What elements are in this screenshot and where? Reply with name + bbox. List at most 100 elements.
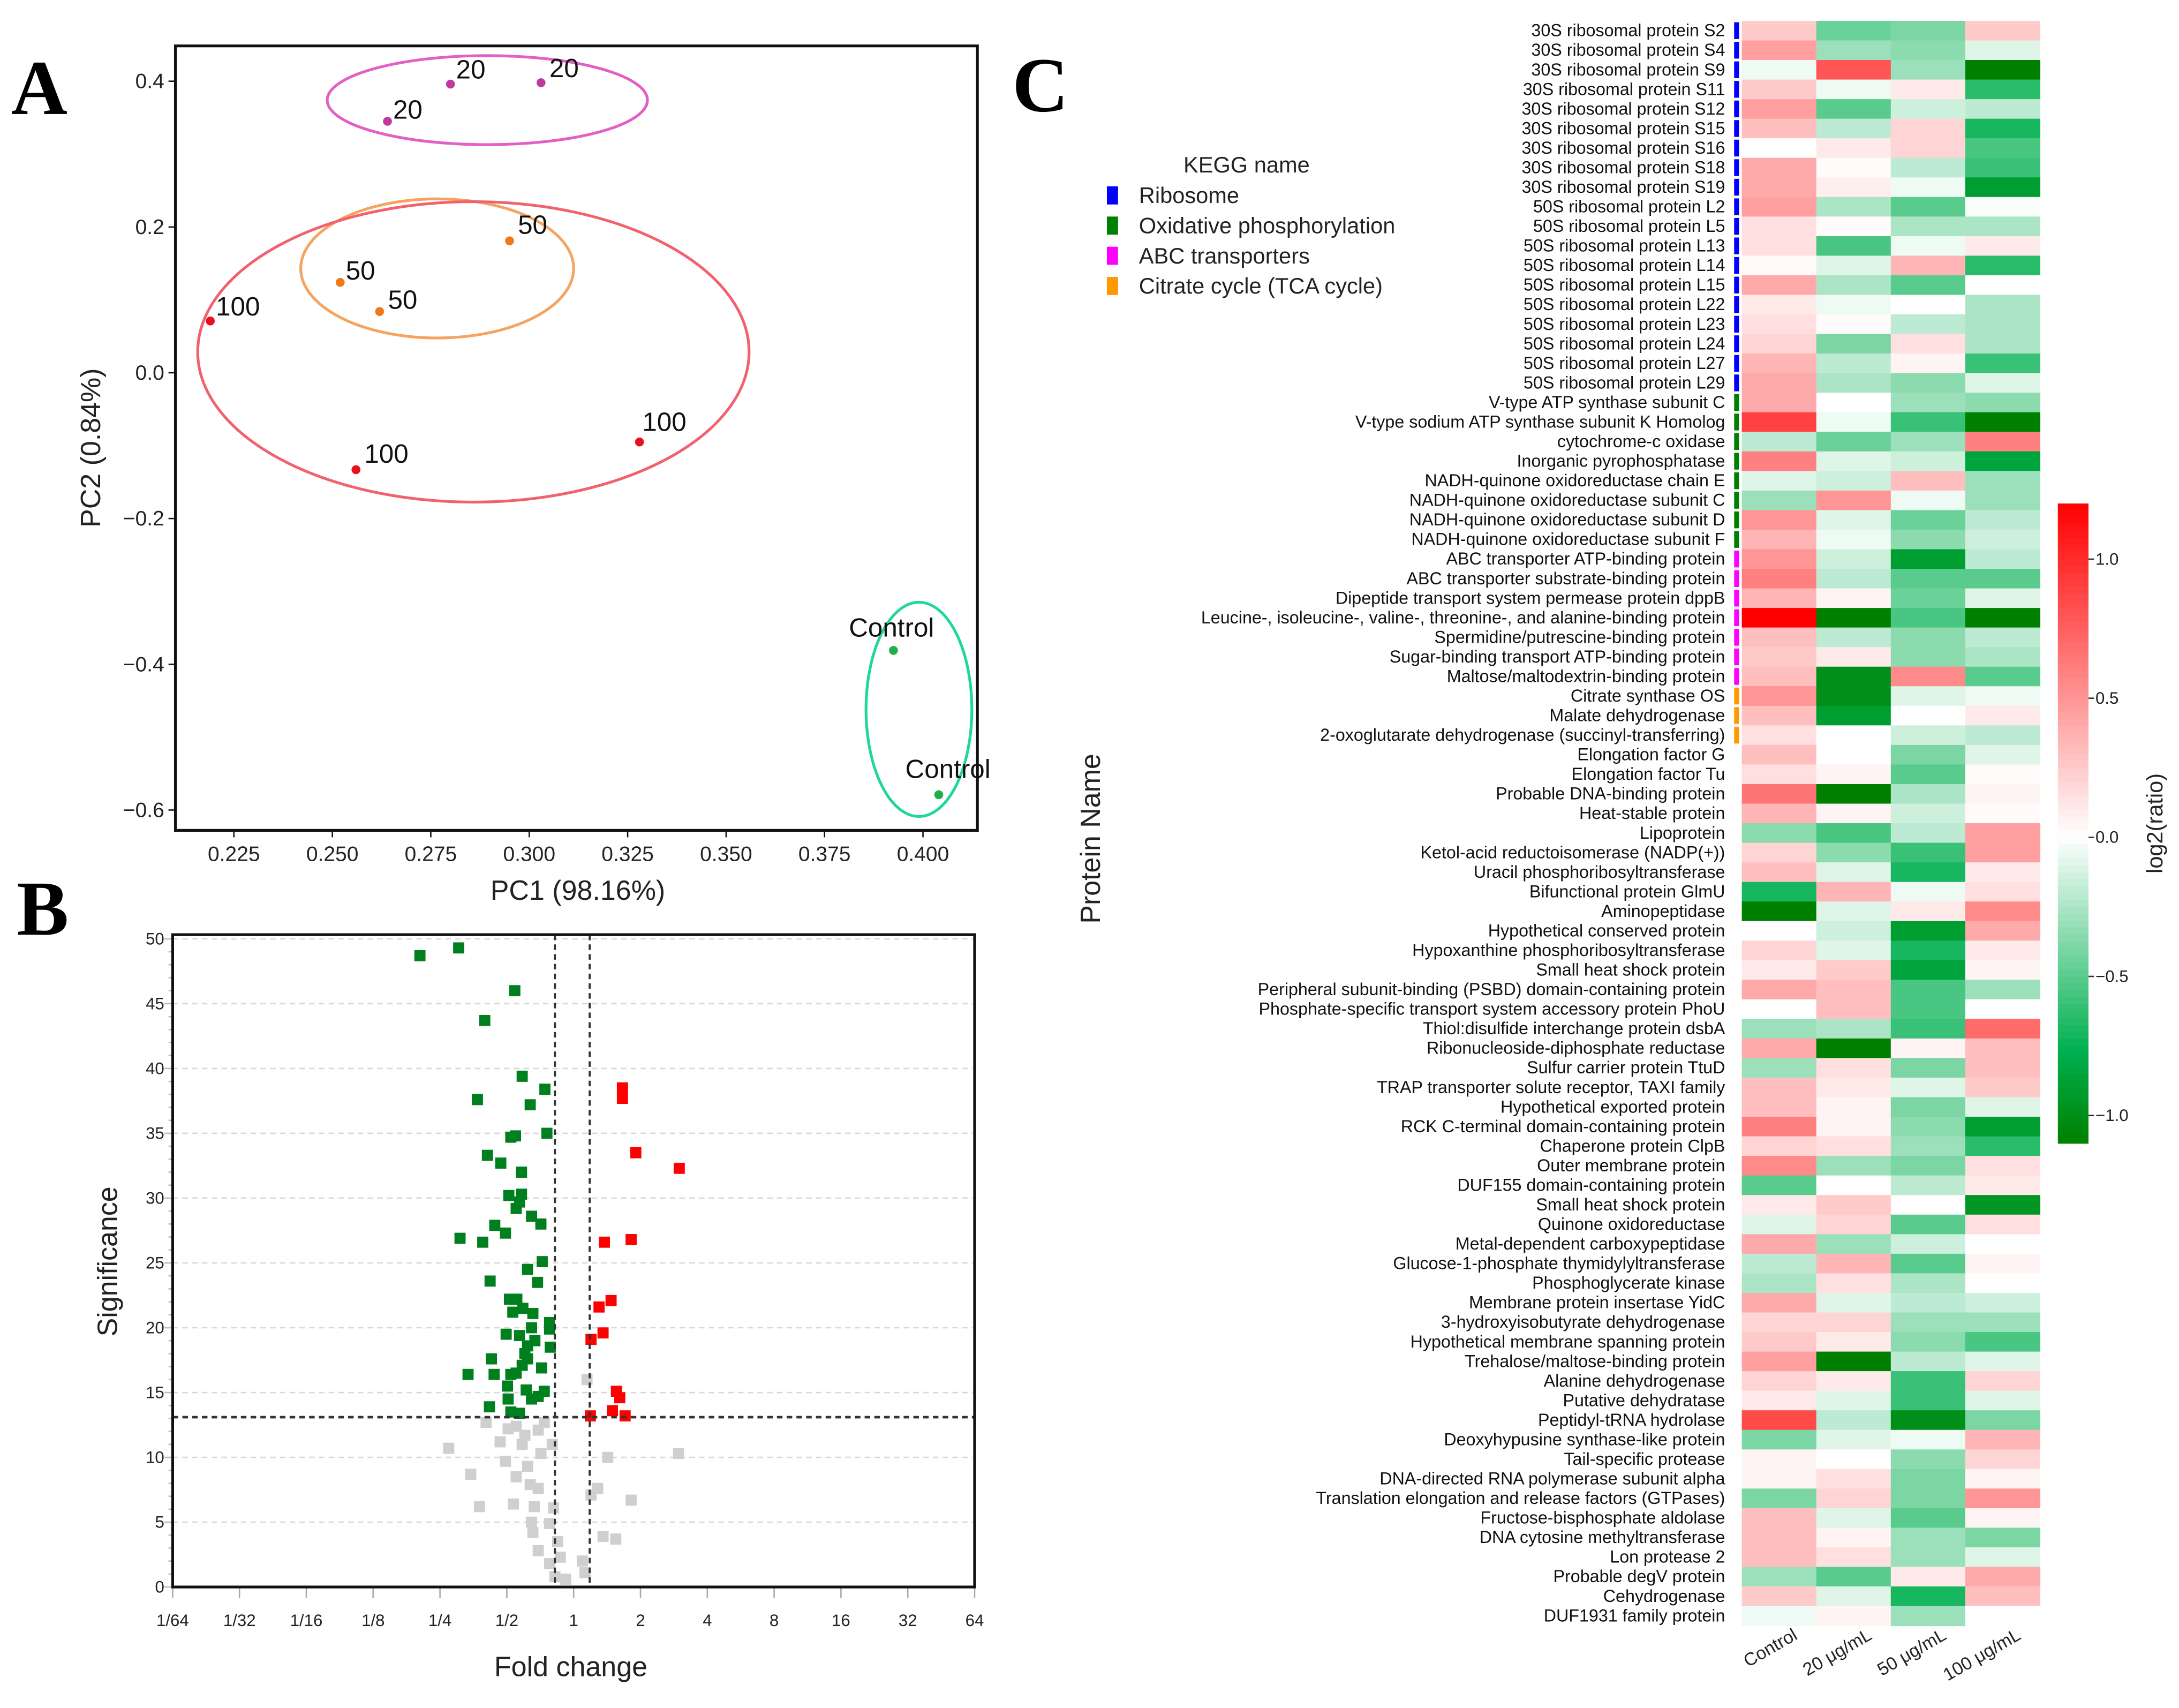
heatmap-cell — [1816, 1195, 1891, 1215]
colorbar-segment — [2057, 893, 2088, 900]
row-label: DNA cytosine methyltransferase — [1480, 1528, 1725, 1547]
heatmap-cell — [1816, 1351, 1891, 1372]
heatmap-cell — [1965, 549, 2041, 570]
heatmap-cell — [1741, 1292, 1817, 1313]
colorbar-segment — [2057, 816, 2088, 824]
heatmap-cell — [1816, 236, 1891, 257]
heatmap-cell — [1965, 842, 2041, 863]
confidence-ellipse-100 — [196, 200, 751, 504]
heatmap-cell — [1741, 627, 1817, 648]
colorbar-segment — [2057, 921, 2088, 928]
row-label: Phosphoglycerate kinase — [1532, 1273, 1725, 1292]
row-label: Phosphate-specific transport system acce… — [1259, 999, 1725, 1019]
heatmap-cell — [1890, 1410, 1966, 1431]
heatmap-cell — [1890, 1214, 1966, 1235]
heatmap-cell — [1890, 138, 1966, 159]
kegg-category-marker — [1734, 100, 1739, 118]
heatmap-cell — [1965, 1156, 2041, 1176]
heatmap-cell — [1890, 99, 1966, 119]
point-not-significant — [500, 1455, 511, 1467]
heatmap-cell — [1741, 79, 1817, 100]
heatmap-cell — [1816, 1038, 1891, 1059]
point-not-significant — [554, 1552, 566, 1563]
heatmap-cell — [1890, 510, 1966, 530]
heatmap-cell — [1965, 1332, 2041, 1352]
heatmap-cell — [1741, 1273, 1817, 1293]
heatmap-cell — [1890, 1292, 1966, 1313]
point-downregulated — [453, 942, 464, 954]
heatmap-cell — [1816, 60, 1891, 80]
x-tick-label: 0.250 — [306, 843, 359, 866]
heatmap-cell — [1816, 1429, 1891, 1450]
kegg-category-marker — [1734, 726, 1739, 744]
kegg-category-marker — [1734, 433, 1739, 450]
heatmap-cell — [1890, 197, 1966, 217]
colorbar-segment — [2057, 635, 2088, 643]
row-label: Hypoxanthine phosphoribosyltransferase — [1412, 940, 1725, 960]
colorbar-segment — [2057, 524, 2088, 532]
point-not-significant — [532, 1483, 544, 1494]
heatmap-cell — [1741, 353, 1817, 374]
heatmap-cell — [1965, 216, 2041, 237]
row-label: 2-oxoglutarate dehydrogenase (succinyl-t… — [1320, 725, 1725, 744]
colorbar-segment — [2057, 990, 2088, 998]
heatmap-cell — [1816, 353, 1891, 374]
colorbar-segment — [2057, 809, 2088, 817]
heatmap-cell — [1816, 529, 1891, 550]
colorbar-segment — [2057, 768, 2088, 776]
heatmap-cell — [1741, 471, 1817, 491]
point-downregulated — [516, 1071, 528, 1082]
heatmap-cell — [1965, 1136, 2041, 1157]
kegg-category-marker — [1734, 81, 1739, 98]
heatmap-cell — [1741, 725, 1817, 746]
kegg-category-marker — [1734, 257, 1739, 274]
heatmap-cell — [1741, 118, 1817, 139]
row-label: Peripheral subunit-binding (PSBD) domain… — [1258, 980, 1725, 999]
heatmap-cell — [1890, 1547, 1966, 1568]
point-upregulated — [630, 1147, 642, 1158]
heatmap-cell — [1965, 490, 2041, 511]
heatmap-cell — [1741, 1253, 1817, 1274]
heatmap-cell — [1816, 725, 1891, 746]
kegg-category-marker — [1734, 629, 1739, 646]
row-label: 50S ribosomal protein L14 — [1524, 255, 1725, 275]
heatmap-cell — [1890, 334, 1966, 355]
row-label: 50S ribosomal protein L27 — [1524, 353, 1725, 373]
heatmap-cell — [1965, 334, 2041, 355]
point-downregulated — [526, 1393, 537, 1405]
heatmap-cell — [1741, 666, 1817, 687]
heatmap-cell — [1965, 451, 2041, 472]
heatmap-cell — [1816, 764, 1891, 785]
point-downregulated — [524, 1099, 536, 1111]
point-label: 20 — [456, 55, 486, 85]
kegg-category-marker — [1734, 276, 1739, 294]
colorbar-segment — [2057, 1018, 2088, 1026]
colorbar-segment — [2057, 1004, 2088, 1012]
row-label: Dipeptide transport system permease prot… — [1336, 588, 1725, 607]
heatmap-cell — [1965, 1097, 2041, 1118]
colorbar-segment — [2057, 1066, 2088, 1074]
heatmap-cell — [1890, 1586, 1966, 1607]
heatmap-cell — [1965, 275, 2041, 296]
point-not-significant — [465, 1469, 477, 1480]
plot-frame — [174, 44, 979, 832]
heatmap-cell — [1965, 1078, 2041, 1098]
colorbar-segment — [2057, 802, 2088, 810]
row-label: Uracil phosphoribosyltransferase — [1474, 862, 1725, 882]
y-tick-label: 15 — [146, 1383, 164, 1402]
row-label: 30S ribosomal protein S19 — [1521, 177, 1725, 197]
colorbar-segment — [2057, 684, 2088, 692]
heatmap-cell — [1816, 627, 1891, 648]
heatmap-cell — [1741, 236, 1817, 257]
heatmap-cell — [1741, 334, 1817, 355]
row-label: Quinone oxidoreductase — [1538, 1215, 1725, 1234]
heatmap-cell — [1890, 803, 1966, 824]
heatmap-cell — [1890, 1528, 1966, 1548]
heatmap-cell — [1965, 314, 2041, 335]
heatmap-cell — [1741, 803, 1817, 824]
heatmap-cell — [1741, 1547, 1817, 1568]
colorbar-segment — [2057, 1122, 2088, 1130]
point-not-significant — [597, 1531, 609, 1543]
legend-item-label: Ribosome — [1139, 183, 1239, 208]
point-not-significant — [526, 1516, 537, 1528]
